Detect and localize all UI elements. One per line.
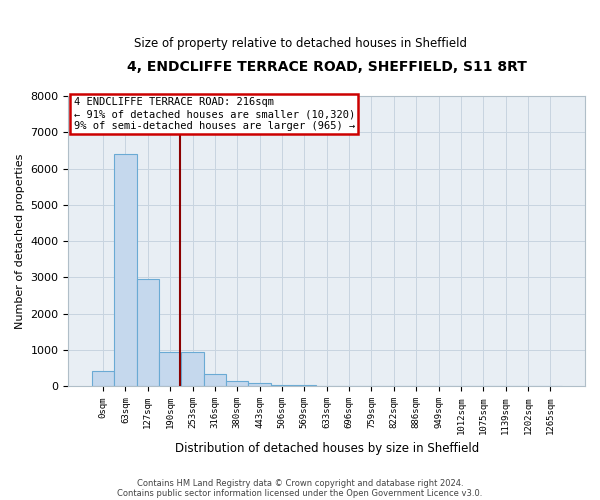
Bar	[181, 352, 204, 386]
Bar	[204, 374, 226, 386]
Bar	[114, 154, 137, 386]
Text: Contains public sector information licensed under the Open Government Licence v3: Contains public sector information licen…	[118, 488, 482, 498]
Bar	[271, 384, 293, 386]
Text: Size of property relative to detached houses in Sheffield: Size of property relative to detached ho…	[133, 38, 467, 51]
Text: 4 ENDCLIFFE TERRACE ROAD: 216sqm
← 91% of detached houses are smaller (10,320)
9: 4 ENDCLIFFE TERRACE ROAD: 216sqm ← 91% o…	[74, 98, 355, 130]
Title: 4, ENDCLIFFE TERRACE ROAD, SHEFFIELD, S11 8RT: 4, ENDCLIFFE TERRACE ROAD, SHEFFIELD, S1…	[127, 60, 527, 74]
Bar	[248, 384, 271, 386]
Y-axis label: Number of detached properties: Number of detached properties	[15, 154, 25, 329]
Bar	[92, 370, 114, 386]
X-axis label: Distribution of detached houses by size in Sheffield: Distribution of detached houses by size …	[175, 442, 479, 455]
Bar	[137, 280, 159, 386]
Text: Contains HM Land Registry data © Crown copyright and database right 2024.: Contains HM Land Registry data © Crown c…	[137, 478, 463, 488]
Bar	[293, 385, 316, 386]
Bar	[226, 381, 248, 386]
Bar	[159, 352, 181, 386]
